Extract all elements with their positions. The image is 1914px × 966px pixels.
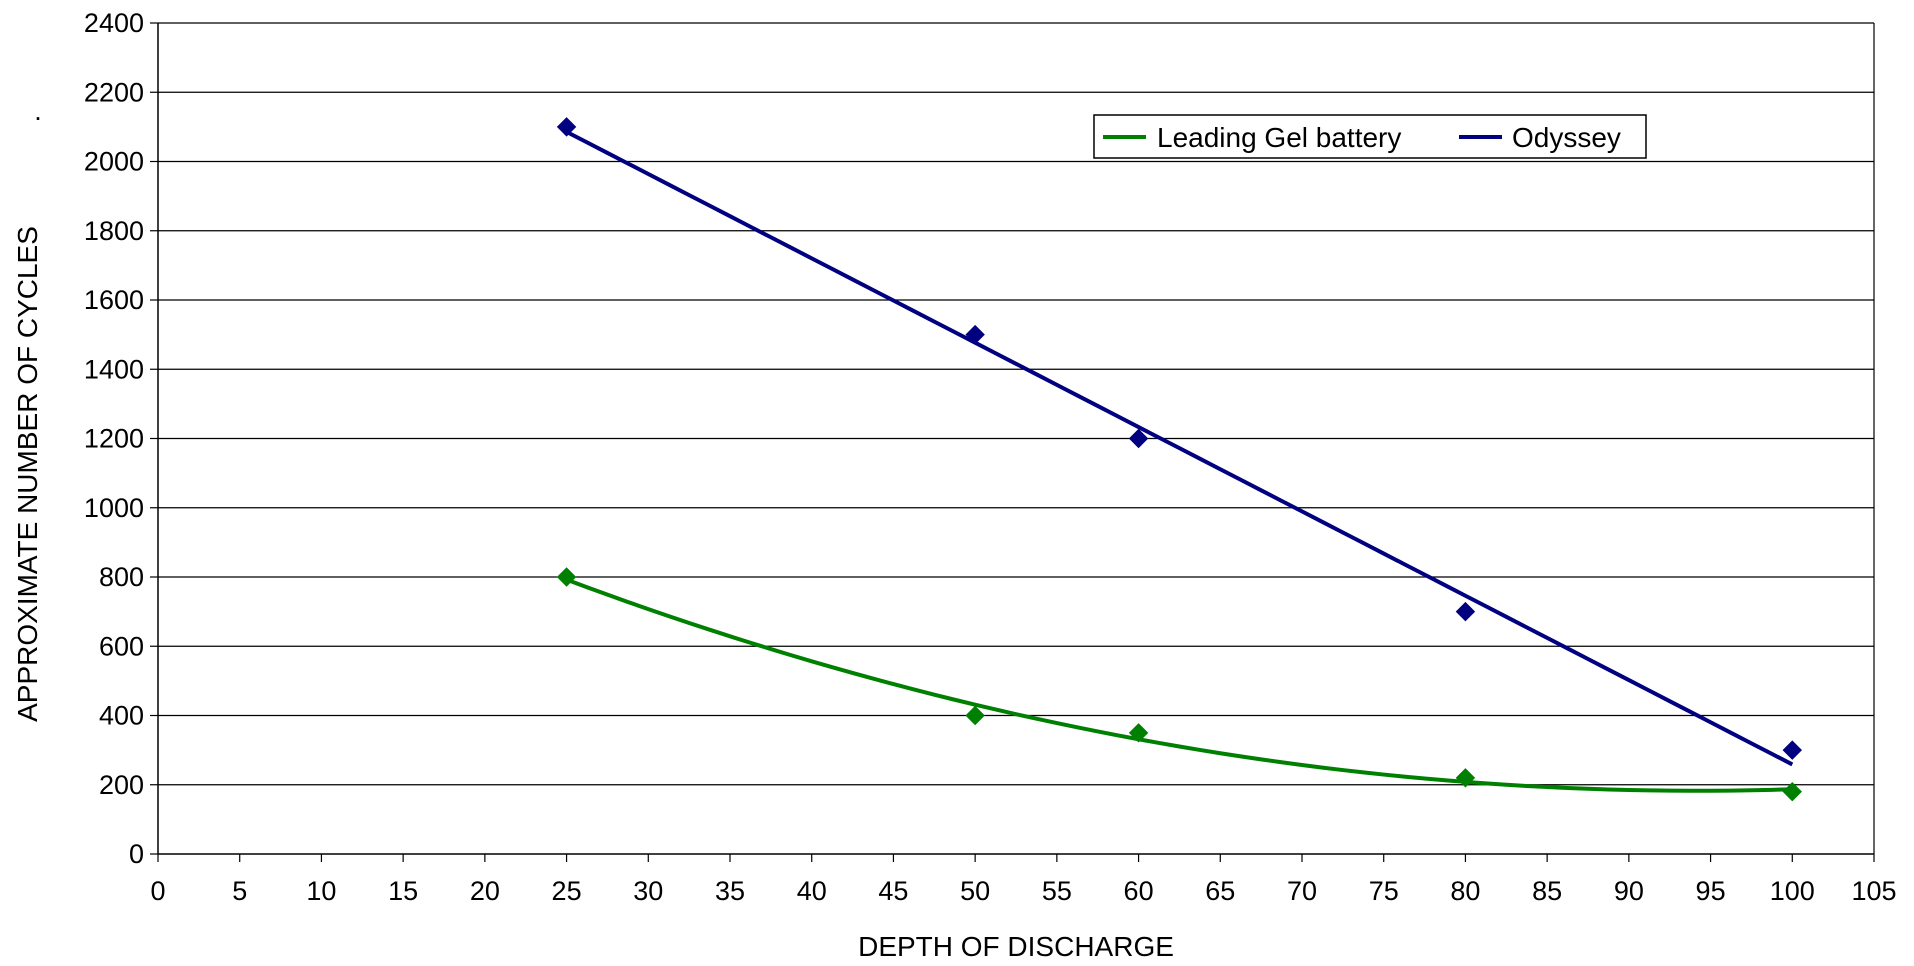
x-tick-label-95: 95: [1696, 876, 1726, 906]
data-point-series-0-0: [556, 567, 577, 587]
x-tick-label-65: 65: [1205, 876, 1235, 906]
x-tick-label-45: 45: [878, 876, 908, 906]
x-tick-label-105: 105: [1851, 876, 1896, 906]
y-tick-label-1600: 1600: [84, 285, 144, 315]
x-tick-label-0: 0: [150, 876, 165, 906]
data-point-series-1-4: [1782, 740, 1802, 760]
trendlines: [565, 130, 1794, 793]
x-tick-label-20: 20: [470, 876, 500, 906]
y-tick-label-2000: 2000: [84, 147, 144, 177]
y-tick-label-1800: 1800: [84, 216, 144, 246]
gridlines: [158, 22, 1874, 786]
tick-labels: 0200400600800100012001400160018002000220…: [84, 8, 1897, 906]
y-tick-label-2400: 2400: [84, 8, 144, 38]
data-point-series-0-4: [1782, 781, 1802, 802]
x-tick-label-85: 85: [1532, 876, 1562, 906]
legend-label-gel: Leading Gel battery: [1157, 122, 1401, 153]
data-point-series-0-1: [965, 705, 985, 726]
x-tick-label-90: 90: [1614, 876, 1644, 906]
x-tick-label-25: 25: [552, 876, 582, 906]
stray-mark: .: [34, 96, 42, 126]
x-axis-title: DEPTH OF DISCHARGE: [858, 931, 1174, 962]
data-point-series-1-3: [1455, 601, 1476, 622]
x-tick-label-5: 5: [232, 876, 247, 906]
y-tick-label-200: 200: [99, 770, 144, 800]
x-tick-label-100: 100: [1770, 876, 1815, 906]
data-points: [556, 117, 1802, 802]
legend-box: [1093, 114, 1647, 159]
legend: Leading Gel battery Odyssey: [1093, 114, 1647, 159]
axes: [150, 22, 1875, 862]
y-tick-label-1000: 1000: [84, 493, 144, 523]
y-axis-title: APPROXIMATE NUMBER OF CYCLES: [12, 226, 43, 722]
x-tick-label-10: 10: [306, 876, 336, 906]
x-tick-label-70: 70: [1287, 876, 1317, 906]
x-tick-label-80: 80: [1450, 876, 1480, 906]
y-tick-label-800: 800: [99, 562, 144, 592]
y-tick-label-600: 600: [99, 631, 144, 661]
y-tick-label-1400: 1400: [84, 354, 144, 384]
y-tick-label-2200: 2200: [84, 77, 144, 107]
x-tick-label-35: 35: [715, 876, 745, 906]
x-tick-label-55: 55: [1042, 876, 1072, 906]
trendline-series-0: [565, 577, 1793, 793]
data-point-series-1-2: [1128, 428, 1149, 449]
y-tick-label-1200: 1200: [84, 424, 144, 454]
x-tick-label-30: 30: [633, 876, 663, 906]
legend-label-odyssey: Odyssey: [1512, 122, 1621, 153]
data-point-series-1-1: [965, 324, 985, 345]
x-tick-label-50: 50: [960, 876, 990, 906]
trendline-series-1: [565, 130, 1794, 767]
y-tick-label-0: 0: [129, 839, 144, 869]
x-tick-label-75: 75: [1369, 876, 1399, 906]
x-tick-label-40: 40: [797, 876, 827, 906]
data-point-series-0-2: [1128, 723, 1149, 743]
data-point-series-1-0: [556, 117, 577, 137]
data-point-series-0-3: [1455, 768, 1476, 788]
y-tick-label-400: 400: [99, 701, 144, 731]
x-tick-label-15: 15: [388, 876, 418, 906]
x-tick-label-60: 60: [1124, 876, 1154, 906]
